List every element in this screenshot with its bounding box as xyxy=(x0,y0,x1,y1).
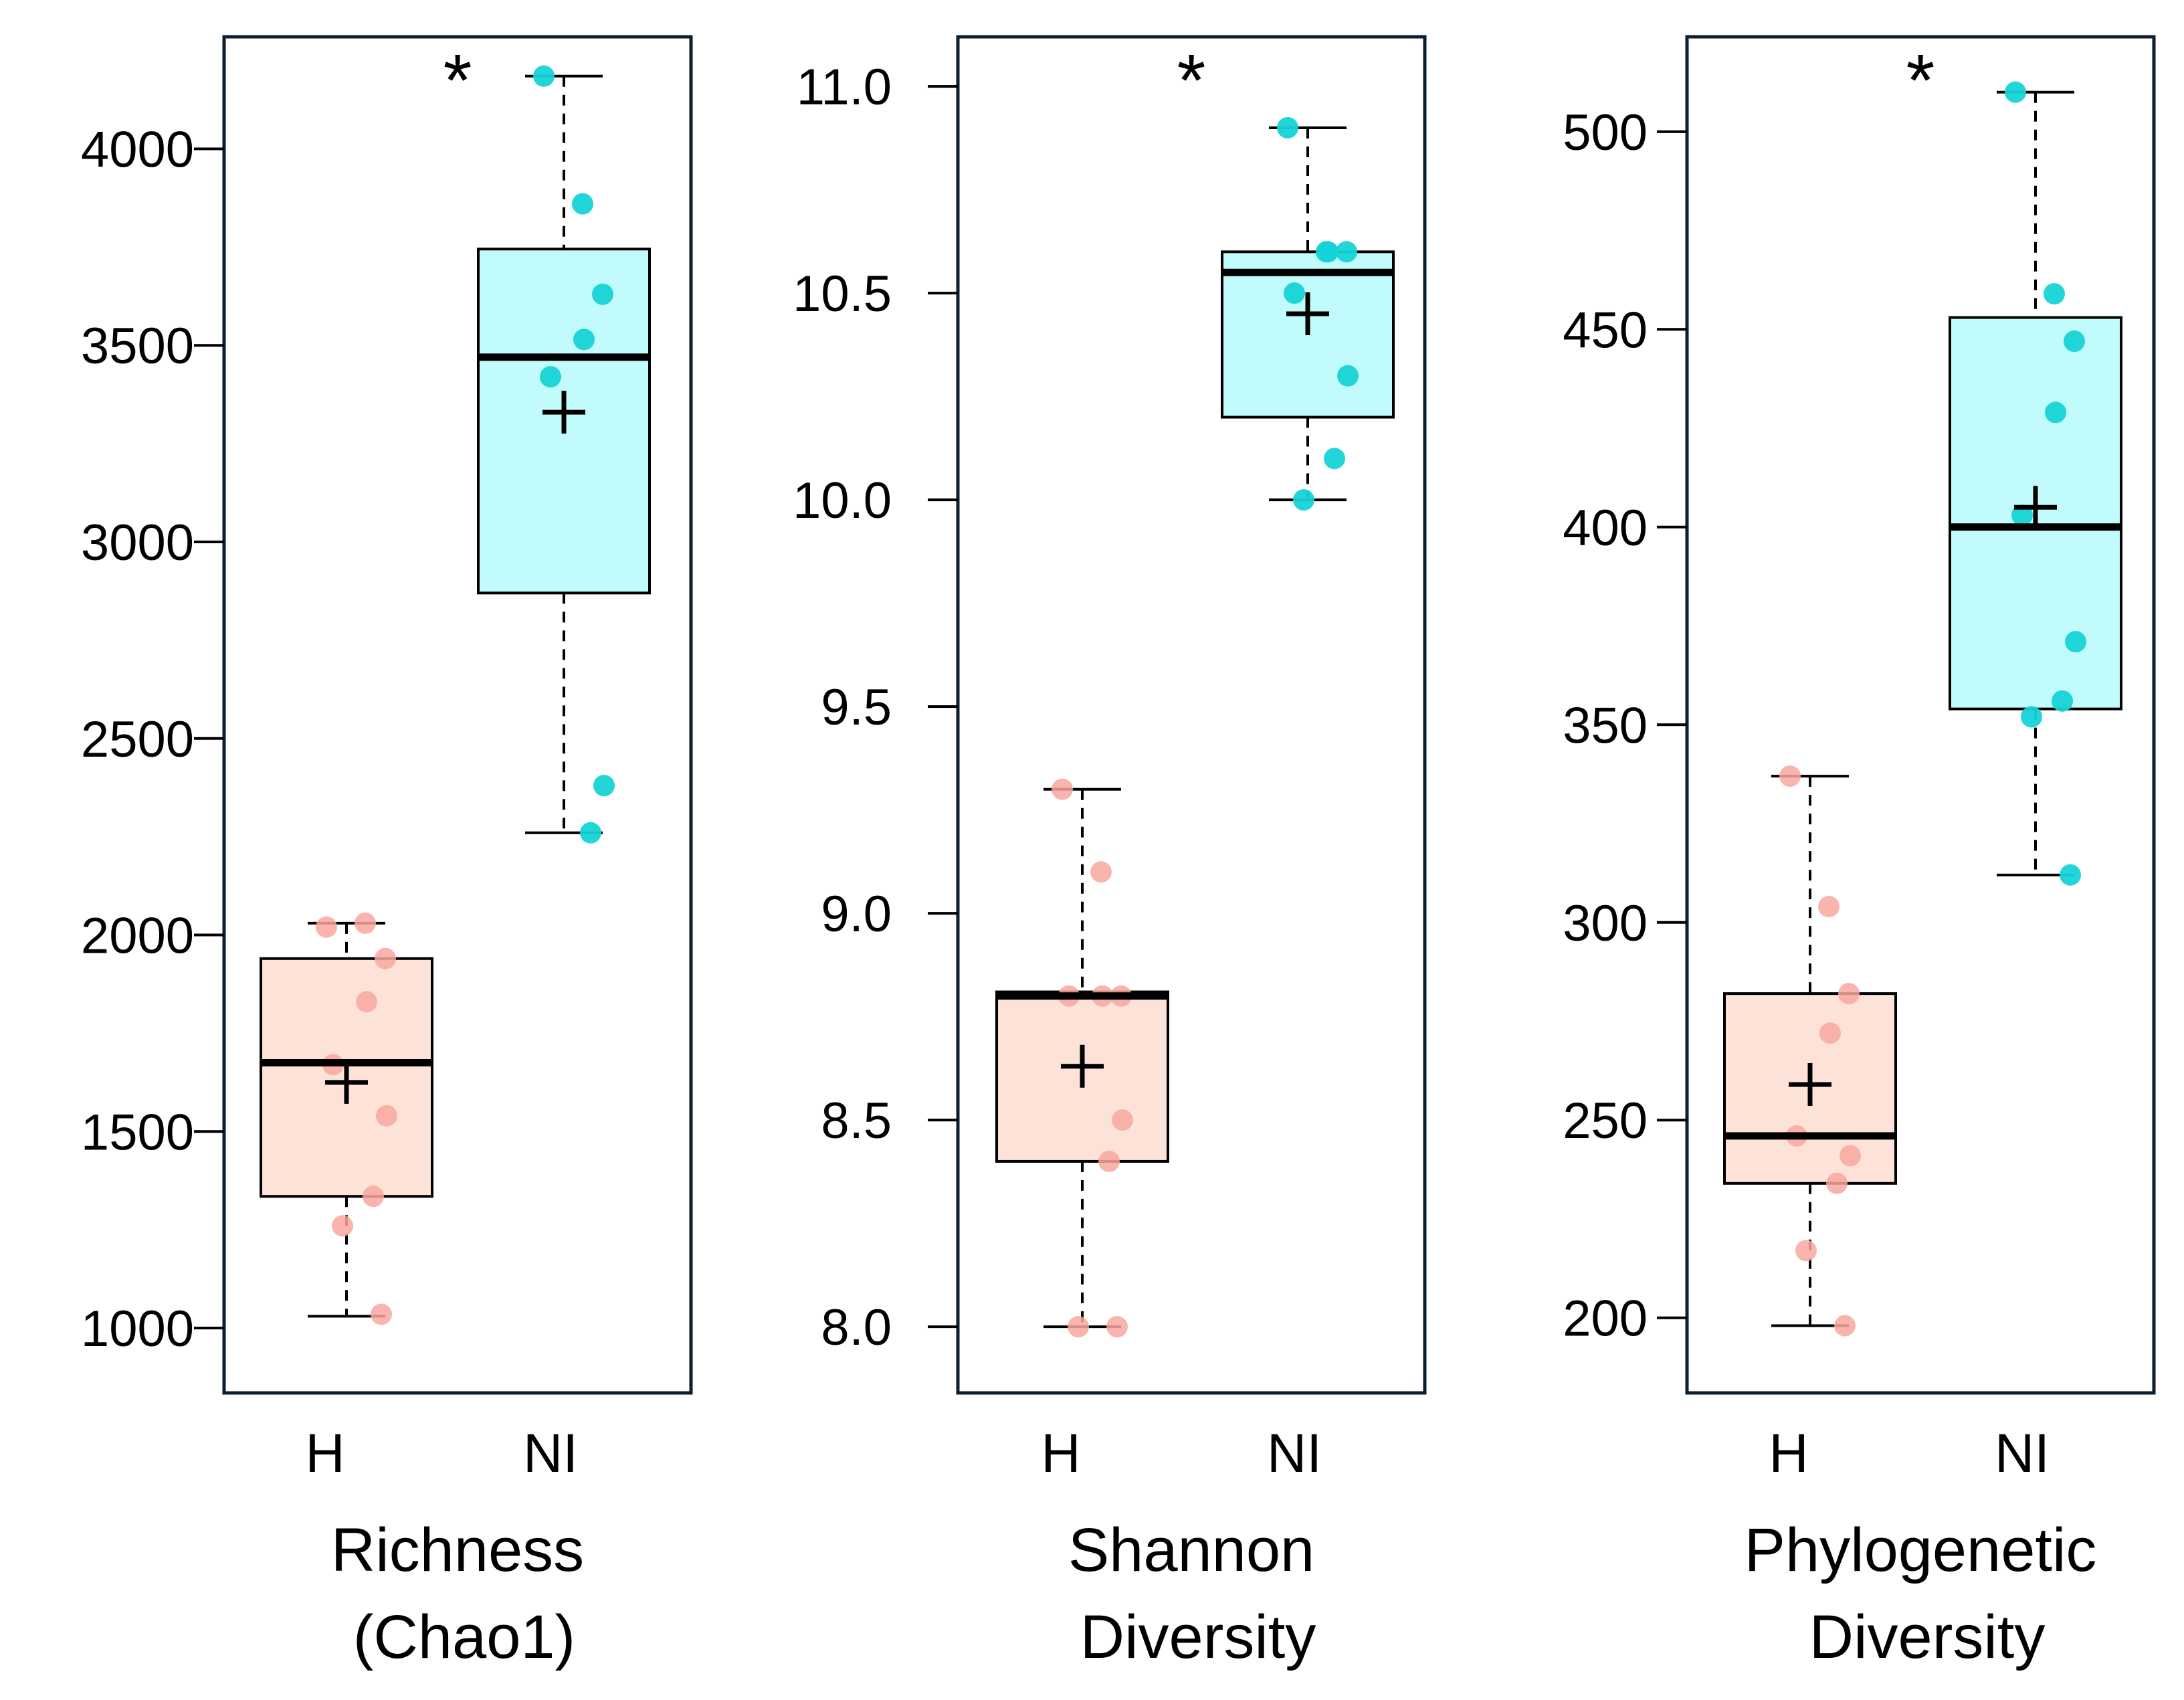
significance-marker: * xyxy=(1177,39,1206,122)
significance-marker: * xyxy=(1906,39,1935,122)
data-point xyxy=(2021,706,2042,728)
data-point xyxy=(1106,1316,1128,1338)
data-point xyxy=(2052,690,2073,712)
data-point xyxy=(1336,241,1357,263)
category-label-ni: NI xyxy=(1267,1423,1322,1484)
box-group-ni xyxy=(477,65,651,844)
data-point xyxy=(1317,241,1338,263)
data-point xyxy=(1795,1240,1817,1262)
y-tick-label: 200 xyxy=(1563,1291,1648,1347)
data-point xyxy=(1826,1172,1848,1194)
y-tick-label: 350 xyxy=(1563,697,1648,754)
data-point xyxy=(540,366,561,388)
panel-title-line-2: (Chao1) xyxy=(353,1603,575,1671)
data-point xyxy=(572,193,593,215)
data-point xyxy=(1090,861,1112,883)
y-tick-label: 8.5 xyxy=(821,1093,892,1149)
y-tick-label: 450 xyxy=(1563,302,1648,359)
category-label-h: H xyxy=(1041,1423,1080,1484)
data-point xyxy=(1337,365,1359,387)
data-point xyxy=(2064,330,2085,353)
data-point xyxy=(1068,1316,1089,1338)
data-point xyxy=(593,775,615,797)
data-point xyxy=(1779,765,1801,787)
data-point xyxy=(1324,448,1345,470)
y-tick-label: 8.0 xyxy=(821,1299,892,1356)
y-tick-label: 11.0 xyxy=(797,59,892,116)
box-group-h xyxy=(1723,765,1897,1337)
data-point xyxy=(375,947,396,969)
y-tick-label: 3000 xyxy=(81,514,194,571)
y-tick-label: 4000 xyxy=(81,121,194,178)
data-point xyxy=(2044,283,2065,305)
plot-frame xyxy=(956,35,1427,1395)
y-tick-label: 9.5 xyxy=(821,679,892,736)
data-point xyxy=(592,283,613,305)
y-tick-label: 300 xyxy=(1563,895,1648,952)
data-point xyxy=(573,328,595,351)
y-tick-label: 1500 xyxy=(81,1104,194,1161)
data-point xyxy=(2060,864,2081,886)
box-group-h xyxy=(260,912,433,1325)
data-point xyxy=(2065,631,2086,653)
y-tick-label: 2000 xyxy=(81,908,194,965)
box-group-h xyxy=(995,778,1169,1338)
category-label-h: H xyxy=(1769,1423,1808,1484)
panel-1: 1000 1500 2000 2500 3000 3500 4000 H NI * Richness… xyxy=(81,35,693,1671)
data-point xyxy=(1052,778,1073,800)
category-label-h: H xyxy=(305,1423,344,1484)
data-point xyxy=(1840,1145,1861,1167)
y-tick-label: 2500 xyxy=(81,711,194,768)
data-point xyxy=(1293,489,1314,511)
data-point xyxy=(2045,401,2066,423)
y-tick-label: 250 xyxy=(1563,1093,1648,1149)
data-point xyxy=(1834,1315,1856,1337)
panel-title-line-1: Shannon xyxy=(1068,1516,1314,1584)
data-point xyxy=(376,1105,397,1127)
box-group-ni xyxy=(1221,116,1395,511)
data-point xyxy=(1284,282,1305,304)
y-tick-label: 1000 xyxy=(81,1301,194,1357)
data-point xyxy=(316,916,337,938)
data-point xyxy=(2011,504,2033,527)
y-tick-label: 9.0 xyxy=(821,886,892,943)
category-label-ni: NI xyxy=(1995,1423,2050,1484)
panel-2: 8.0 8.5 9.0 9.5 10.0 10.5 11.0 H NI * Shannon Diver… xyxy=(793,35,1427,1671)
y-tick-label: 3500 xyxy=(81,318,194,375)
panel-title-line-2: Diversity xyxy=(1080,1603,1316,1671)
box-group-ni xyxy=(1949,81,2122,886)
plot-frame xyxy=(1685,35,2156,1395)
y-tick-label: 10.5 xyxy=(793,266,892,322)
data-point xyxy=(533,65,555,87)
data-point xyxy=(332,1215,353,1237)
data-point xyxy=(363,1186,384,1208)
significance-marker: * xyxy=(443,39,472,122)
data-point xyxy=(580,822,601,844)
data-point xyxy=(1112,1109,1133,1131)
plot-frame xyxy=(222,35,693,1395)
panel-3: 200 250 300 350 400 450 500 H NI * Phylogenetic Div… xyxy=(1563,35,2156,1671)
data-point xyxy=(1277,116,1298,138)
data-point xyxy=(355,912,376,934)
panel-title-line-1: Phylogenetic xyxy=(1745,1516,2097,1584)
panel-title-line-2: Diversity xyxy=(1809,1603,2046,1671)
data-point xyxy=(1098,1150,1120,1172)
y-tick-label: 400 xyxy=(1563,500,1648,557)
data-point xyxy=(1819,1022,1841,1044)
y-tick-label: 500 xyxy=(1563,104,1648,161)
data-point xyxy=(1818,896,1840,918)
data-point xyxy=(371,1303,392,1325)
category-label-ni: NI xyxy=(523,1423,578,1484)
data-point xyxy=(1838,983,1860,1005)
data-point xyxy=(356,991,377,1013)
y-tick-label: 10.0 xyxy=(793,472,892,529)
data-point xyxy=(2005,81,2026,103)
panel-title-line-1: Richness xyxy=(331,1516,584,1584)
